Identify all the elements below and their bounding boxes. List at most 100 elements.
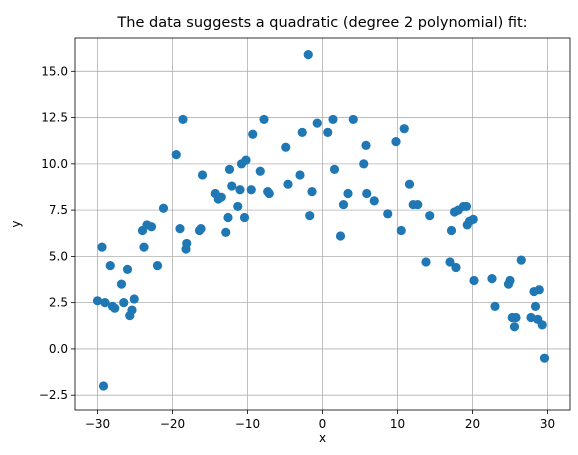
data-point [461,201,472,212]
data-point [171,149,181,160]
y-axis-label: y [9,220,23,227]
y-tick-label: −2.5 [39,388,68,402]
data-point [490,301,500,311]
data-point [399,124,409,134]
data-point [158,203,169,213]
data-point [307,187,317,197]
data-point [223,212,233,223]
data-point [297,127,307,137]
x-tick-label: −20 [160,417,185,431]
data-point [175,224,185,234]
data-point [303,50,313,60]
data-point [509,322,520,332]
data-point [264,188,274,199]
data-point [146,222,157,232]
x-tick-label: 20 [465,417,480,431]
data-point [530,301,541,311]
data-point [305,211,315,221]
data-point [295,170,305,180]
data-point [348,114,358,125]
data-point [516,255,526,265]
data-point [224,164,235,175]
data-point [100,298,110,308]
data-point [391,137,401,147]
data-point [537,320,547,330]
y-tick-label: 2.5 [49,296,68,310]
data-point [534,285,544,295]
data-point [182,238,192,249]
data-point [227,181,237,191]
data-point [216,192,226,202]
data-point [110,303,120,313]
data-point [129,294,139,304]
data-point [116,279,127,289]
data-point [335,231,346,241]
data-point [105,261,115,271]
data-point [239,212,250,223]
data-point [92,296,103,306]
data-point [421,257,431,267]
data-point [323,127,333,137]
data-point [233,201,243,212]
y-tick-label: 0.0 [49,342,68,356]
data-point [539,353,550,363]
data-point [312,118,322,128]
data-point [197,170,208,180]
chart-title: The data suggests a quadratic (degree 2 … [116,15,527,31]
data-point [487,273,497,284]
data-point [248,129,258,139]
x-tick-label: −30 [85,417,110,431]
data-point [329,164,340,175]
data-point [255,166,265,176]
y-tick-label: 15.0 [41,64,68,78]
data-point [505,275,515,286]
x-tick-label: 30 [540,417,555,431]
y-tick-label: 12.5 [41,111,68,125]
axis-ticks: −30 −20 −10 0 10 20 30 −2.5 0.0 2.5 5.0 7.5 10.0 12.5… [39,64,555,431]
data-point [361,140,371,150]
data-point [451,262,461,273]
data-point [328,114,338,125]
data-point [119,298,129,308]
data-point [468,214,478,224]
y-tick-label: 7.5 [49,203,68,217]
y-tick-label: 10.0 [41,157,68,171]
data-point [127,305,137,315]
y-tick-label: 5.0 [49,249,68,263]
data-point [283,179,293,189]
data-point [221,227,231,237]
data-point [425,211,435,221]
data-point [246,185,256,195]
data-point [259,114,269,125]
x-tick-label: −10 [235,417,260,431]
data-point [511,312,521,323]
data-point [446,225,457,236]
data-point [369,196,379,206]
data-points [92,50,550,391]
data-point [338,199,349,210]
x-tick-label: 10 [390,417,405,431]
data-point [178,114,188,125]
data-point [281,142,291,152]
data-point [469,275,479,286]
data-point [122,264,133,274]
data-point [139,242,149,252]
data-point [359,159,369,169]
data-point [98,381,109,391]
data-point [241,155,251,165]
x-axis-label: x [319,431,326,445]
data-point [413,199,423,210]
data-point [404,179,415,189]
data-point [196,224,206,234]
data-point [235,185,245,195]
data-point [362,188,372,199]
data-point [445,257,455,267]
data-point [383,209,393,219]
x-tick-label: 0 [319,417,327,431]
data-point [343,188,353,199]
data-point [97,242,107,252]
data-point [396,225,406,236]
data-point [152,261,163,271]
